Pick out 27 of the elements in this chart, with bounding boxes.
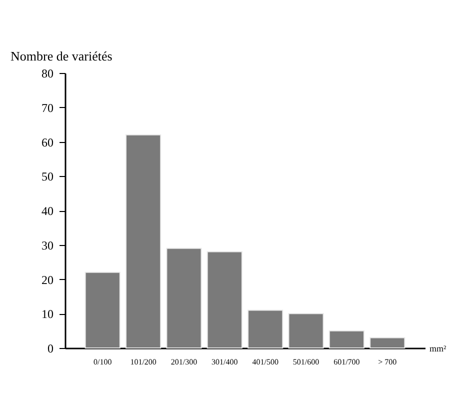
x-tick-label: 101/200 [130, 358, 156, 366]
bar [248, 310, 284, 348]
x-tick-label: 0/100 [94, 358, 112, 366]
bar [84, 272, 120, 348]
bar [328, 330, 364, 348]
x-tick-label: 601/700 [334, 358, 360, 366]
x-tick-label: > 700 [378, 358, 397, 366]
x-tick-label: 301/400 [212, 358, 238, 366]
bar [166, 248, 202, 348]
x-tick-label: 201/300 [170, 358, 198, 366]
y-tick-label: 20 [42, 272, 54, 287]
y-tick-label: 80 [42, 66, 54, 80]
y-tick-label: 40 [42, 204, 54, 218]
y-tick-label: 50 [42, 170, 54, 184]
bar [126, 134, 162, 348]
x-tick-label: 401/500 [252, 358, 278, 366]
bar [288, 313, 324, 348]
y-tick-label: 30 [42, 238, 54, 252]
bar [206, 251, 242, 348]
bar [370, 337, 406, 348]
x-axis-title: mm² [430, 344, 446, 354]
y-axis-title: Nombre de variétés [10, 48, 112, 64]
y-tick-label: 60 [42, 135, 54, 150]
x-tick-label: 501/600 [292, 358, 320, 366]
y-tick-label: 70 [42, 100, 54, 115]
y-tick-label: 10 [42, 307, 54, 322]
y-tick-label: 0 [48, 342, 54, 356]
